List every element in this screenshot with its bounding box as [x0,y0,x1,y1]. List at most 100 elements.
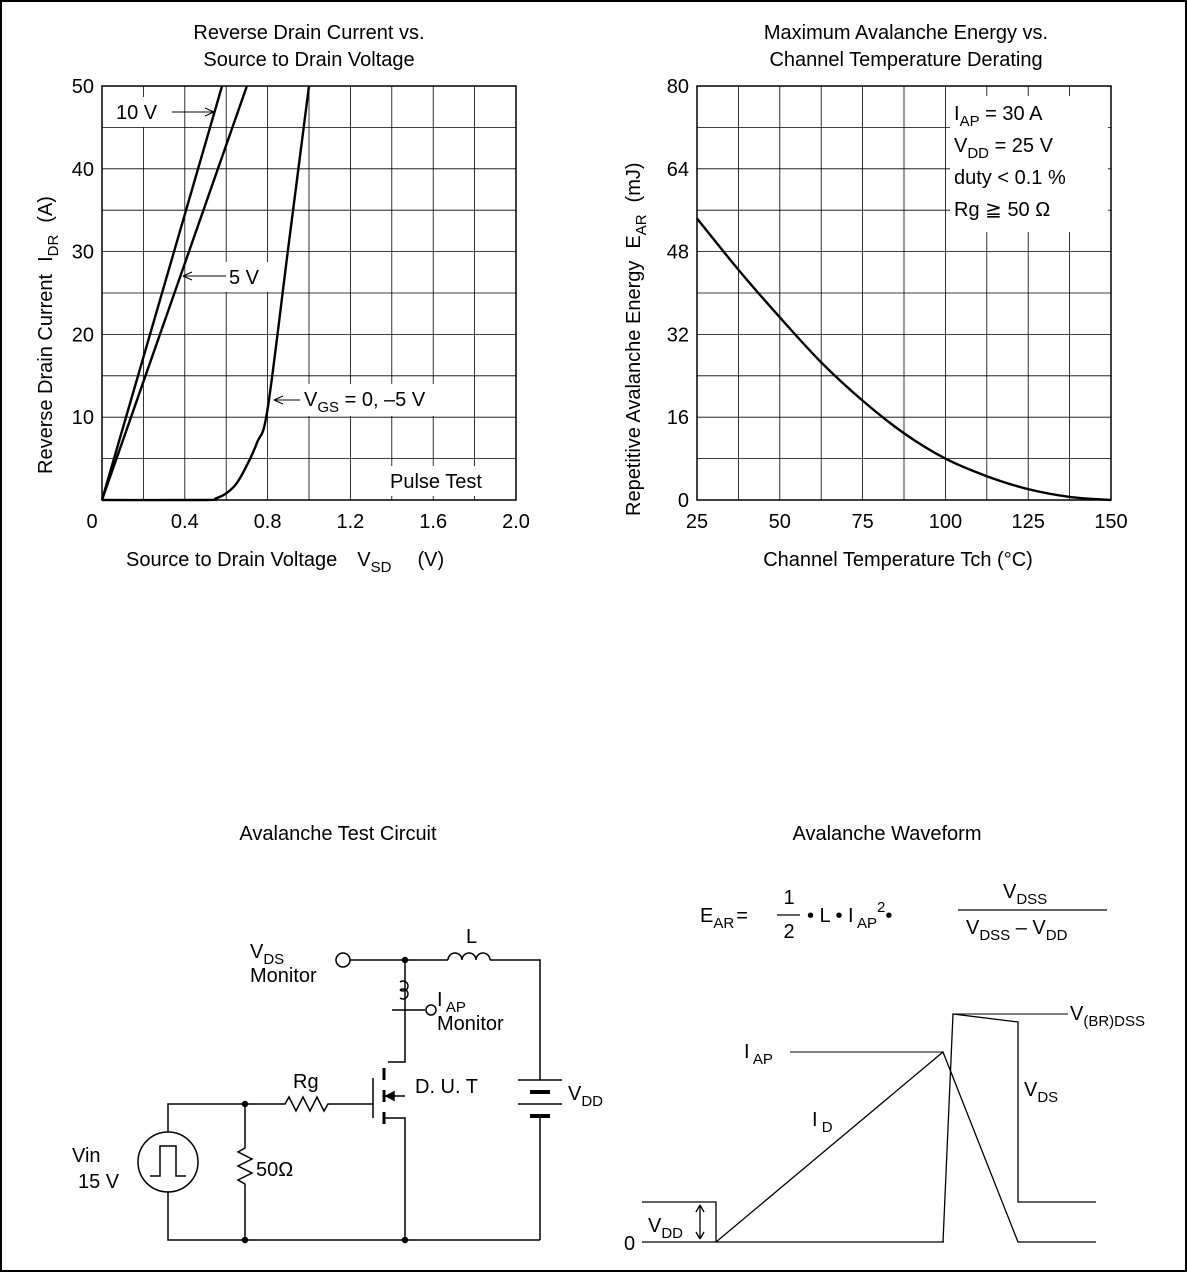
label-10v-arrowhead [204,107,215,117]
current-probe-coil [399,980,409,1000]
junction-dot [241,1100,249,1108]
avalanche-waveform: Avalanche Waveform EAR = 1 2 • L • I AP2•… [624,823,1145,1255]
wave-vdd-level [642,1201,717,1242]
x-tick-label: 1.6 [419,511,447,533]
vdd-dimension-arrow [695,1204,705,1240]
chart1-series [100,85,311,502]
x-tick-label: 100 [929,511,962,533]
condition-duty: duty < 0.1 % [954,167,1066,189]
y-tick-label: 80 [667,76,689,98]
junction-dot [401,956,409,964]
label-vgs-arrowhead [273,395,284,405]
chart1-title-line1: Reverse Drain Current vs. [193,22,424,44]
condition-vdd: VDD = 25 V [954,135,1054,162]
battery-vdd [518,1062,562,1240]
iap-label: I AP [744,1041,773,1068]
chart2-y-axis-label: Repetitive Avalanche EnergyEAR(mJ) [623,162,650,516]
y-tick-label: 32 [667,324,689,346]
formula-den: VDSS – VDD [966,917,1068,944]
chart2-series [696,217,1112,502]
chart2-x-ticks: 25 50 75 100 125 150 [686,511,1128,533]
chart1-y-axis-label: Reverse Drain CurrentIDR(A) [35,196,62,474]
dut-label: D. U. T [415,1076,478,1098]
y-tick-label: 48 [667,242,689,264]
waveform-title: Avalanche Waveform [793,823,982,845]
series-label-vgs: VGS = 0, –5 V [304,389,426,416]
chart2-x-axis-label: Channel Temperature Tch (°C) [763,549,1033,571]
vdd-label: VDD [568,1083,603,1110]
y-tick-label: 50 [72,76,94,98]
chart1-x-axis-label: Source to Drain Voltage VSD (V) [126,549,444,576]
vbr-label: V(BR)DSS [1070,1003,1145,1030]
label-vgs-bg [300,384,470,416]
vin-value: 15 V [78,1171,120,1193]
mosfet-arrow [384,1090,395,1102]
x-tick-label: 0.8 [254,511,282,533]
circuit-title: Avalanche Test Circuit [239,823,437,845]
y-tick-label: 64 [667,159,689,181]
x-tick-label: 0.4 [171,511,199,533]
chart1-annotation: Pulse Test [390,471,482,493]
wave-vdd-label: VDD [648,1215,683,1242]
vin-label: Vin [72,1145,101,1167]
vin-pulse-icon [150,1145,186,1177]
x-tick-label: 25 [686,511,708,533]
rg-label: Rg [293,1071,319,1093]
y-tick-label: 40 [72,159,94,181]
chart2-title-line1: Maximum Avalanche Energy vs. [764,22,1048,44]
plot-frame [696,85,1112,501]
x-tick-label: 0 [86,511,97,533]
wire-top-right [490,959,541,1062]
reverse-drain-current-chart: Reverse Drain Current vs. Source to Drai… [35,22,530,576]
y-tick-label: 0 [678,490,689,512]
label-5v-bg [224,262,272,292]
y-tick-label: 20 [72,324,94,346]
inductor-label: L [466,926,477,948]
formula-lhs: EAR = [700,905,748,932]
chart2-y-ticks: 0 16 32 48 64 80 [667,76,689,512]
x-tick-label: 150 [1094,511,1127,533]
chart1-title-line2: Source to Drain Voltage [203,49,414,71]
wire-drain [388,960,406,1063]
label-10v-bg [110,97,174,127]
battery-vdd-neg [530,1090,550,1118]
chart1-y-ticks: 10 20 30 40 50 [72,76,94,429]
x-tick-label: 75 [851,511,873,533]
chart1-annotation-bg [384,466,509,496]
wire-bottom [167,1192,540,1241]
y-tick-label: 10 [72,407,94,429]
y-tick-label: 16 [667,407,689,429]
vds-label: VDS [1024,1079,1058,1106]
resistor-rg [245,1095,373,1113]
x-tick-label: 125 [1012,511,1045,533]
iap-monitor-label-2: Monitor [437,1013,504,1035]
vds-monitor-terminal [335,952,351,968]
formula-frac-num: 1 [783,887,794,909]
formula-frac-den: 2 [783,921,794,943]
chart2-conditions-bg [950,96,1108,232]
vin-source [137,1131,199,1193]
id-label: I D [812,1109,833,1136]
iap-monitor-terminal [425,1004,437,1016]
x-tick-label: 50 [769,511,791,533]
wave-id [715,1050,1096,1243]
series-label-10v: 10 V [116,102,158,124]
energy-formula: EAR = 1 2 • L • I AP2• VDSS VDSS – VDD [700,881,1068,944]
formula-mid: • L • I AP2• [807,899,892,932]
avalanche-energy-chart: Maximum Avalanche Energy vs. Channel Tem… [623,22,1128,571]
junction-dot [401,1236,409,1244]
iap-monitor-label: I AP [437,989,466,1016]
chart1-grid [101,85,517,501]
chart1-x-ticks: 0 0.4 0.8 1.2 1.6 2.0 [86,511,529,533]
wire-source [384,1117,406,1240]
series-line-0 [100,85,224,501]
wave-vds [942,1013,1096,1243]
series-label-5v: 5 V [229,267,260,289]
label-5v-arrowhead [182,271,193,281]
r50-label: 50Ω [256,1159,293,1181]
series-line-1 [100,85,249,501]
junction-dot [241,1236,249,1244]
